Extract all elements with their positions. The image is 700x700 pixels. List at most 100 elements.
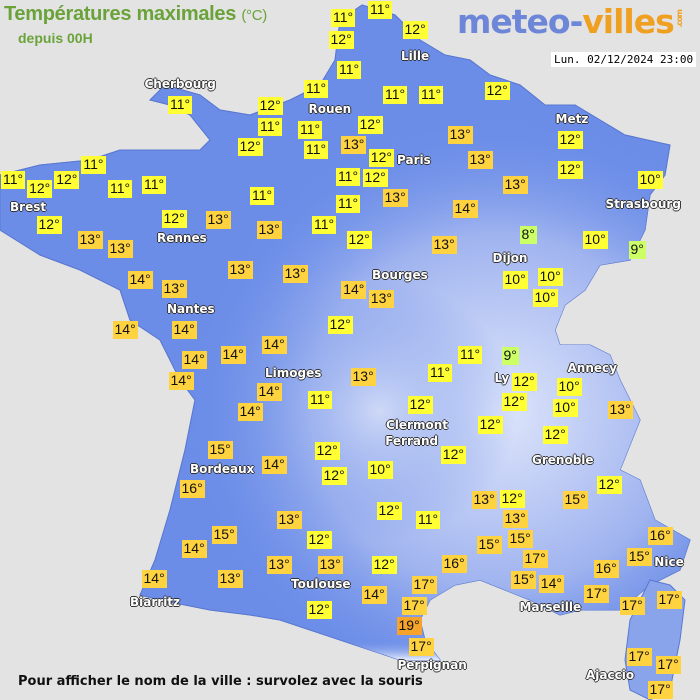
temperature-label[interactable]: 12° [501,393,527,412]
temperature-label[interactable]: 11° [335,168,361,186]
temperature-label[interactable]: 12° [328,31,354,49]
temperature-label[interactable]: 11° [81,156,106,174]
temperature-label[interactable]: 17° [522,550,548,569]
temperature-label[interactable]: 13° [107,240,133,258]
temperature-label[interactable]: 16° [179,480,205,498]
temperature-label[interactable]: 11° [142,176,167,194]
temperature-label[interactable]: 13° [317,556,343,574]
temperature-label[interactable]: 11° [458,346,483,364]
temperature-label[interactable]: 11° [368,1,393,19]
temperature-label[interactable]: 10° [556,378,582,397]
temperature-label[interactable]: 10° [502,271,528,289]
temperature-label[interactable]: 13° [161,280,187,298]
temperature-label[interactable]: 9° [628,241,646,259]
temperature-label[interactable]: 12° [161,210,187,228]
temperature-label[interactable]: 17° [401,597,427,616]
temperature-label[interactable]: 11° [1,171,26,189]
temperature-label[interactable]: 12° [27,180,53,198]
temperature-label[interactable]: 15° [562,491,588,509]
temperature-label[interactable]: 17° [619,597,645,615]
temperature-label[interactable]: 9° [501,347,519,365]
temperature-label[interactable]: 12° [346,231,372,249]
temperature-label[interactable]: 12° [327,316,353,334]
temperature-label[interactable]: 13° [447,126,473,144]
temperature-label[interactable]: 14° [538,575,564,593]
temperature-label[interactable]: 11° [331,9,356,27]
temperature-label[interactable]: 12° [511,372,537,391]
temperature-label[interactable]: 12° [440,446,466,464]
temperature-label[interactable]: 10° [537,268,563,287]
temperature-label[interactable]: 12° [557,161,583,179]
temperature-label[interactable]: 13° [607,401,633,419]
temperature-label[interactable]: 13° [368,290,394,308]
temperature-label[interactable]: 12° [542,426,568,444]
temperature-label[interactable]: 17° [584,585,610,603]
temperature-label[interactable]: 12° [257,97,283,116]
temperature-label[interactable]: 15° [511,570,537,589]
temperature-label[interactable]: 11° [337,61,362,79]
meteo-villes-logo[interactable]: meteo-villes .com [457,2,684,41]
temperature-label[interactable]: 12° [477,416,503,434]
temperature-label[interactable]: 12° [376,502,402,520]
temperature-label[interactable]: 17° [656,591,682,609]
temperature-label[interactable]: 14° [171,321,197,339]
temperature-label[interactable]: 15° [507,529,533,548]
temperature-label[interactable]: 15° [207,441,233,459]
temperature-label[interactable]: 16° [647,527,673,546]
temperature-label[interactable]: 12° [237,138,263,157]
temperature-label[interactable]: 13° [227,261,253,279]
temperature-label[interactable]: 10° [582,231,608,249]
temperature-label[interactable]: 12° [321,467,347,485]
temperature-label[interactable]: 11° [428,364,453,382]
temperature-label[interactable]: 17° [626,647,652,666]
temperature-label[interactable]: 14° [237,403,263,422]
temperature-label[interactable]: 14° [341,281,367,299]
temperature-label[interactable]: 14° [361,586,387,604]
temperature-label[interactable]: 13° [350,368,376,386]
temperature-label[interactable]: 13° [431,236,457,254]
temperature-label[interactable]: 10° [552,398,578,417]
temperature-label[interactable]: 16° [593,560,619,578]
temperature-label[interactable]: 12° [407,396,433,414]
temperature-label[interactable]: 12° [557,131,583,149]
temperature-label[interactable]: 12° [306,531,332,549]
temperature-label[interactable]: 14° [181,351,207,369]
temperature-label[interactable]: 11° [304,80,329,98]
temperature-label[interactable]: 11° [250,187,275,205]
temperature-label[interactable]: 11° [416,511,441,529]
temperature-label[interactable]: 11° [258,117,283,136]
temperature-label[interactable]: 19° [396,617,422,636]
temperature-label[interactable]: 12° [484,82,510,100]
temperature-label[interactable]: 11° [168,96,193,114]
temperature-label[interactable]: 12° [36,216,62,234]
temperature-label[interactable]: 14° [261,336,287,354]
temperature-label[interactable]: 14° [256,382,282,401]
temperature-label[interactable]: 17° [647,681,673,699]
temperature-label[interactable]: 15° [626,547,652,566]
temperature-label[interactable]: 11° [312,216,337,234]
temperature-label[interactable]: 11° [298,121,323,139]
temperature-label[interactable]: 11° [108,180,133,198]
temperature-label[interactable]: 13° [502,509,528,528]
temperature-label[interactable]: 17° [411,576,437,594]
temperature-label[interactable]: 12° [357,116,383,134]
temperature-label[interactable]: 14° [127,271,153,289]
temperature-label[interactable]: 13° [276,511,302,529]
temperature-label[interactable]: 12° [362,169,388,188]
temperature-label[interactable]: 12° [54,171,80,189]
temperature-label[interactable]: 15° [476,536,502,554]
temperature-label[interactable]: 10° [367,461,393,479]
temperature-label[interactable]: 13° [266,556,292,574]
temperature-label[interactable]: 13° [341,136,367,154]
temperature-label[interactable]: 8° [519,226,537,244]
temperature-label[interactable]: 13° [205,211,231,229]
temperature-label[interactable]: 13° [256,221,282,239]
temperature-label[interactable]: 14° [452,200,478,218]
temperature-label[interactable]: 13° [77,231,103,249]
temperature-label[interactable]: 11° [419,86,444,104]
temperature-label[interactable]: 13° [282,265,308,283]
temperature-label[interactable]: 14° [181,540,207,558]
temperature-label[interactable]: 12° [499,489,525,508]
temperature-label[interactable]: 13° [382,189,408,208]
temperature-label[interactable]: 13° [502,176,528,194]
